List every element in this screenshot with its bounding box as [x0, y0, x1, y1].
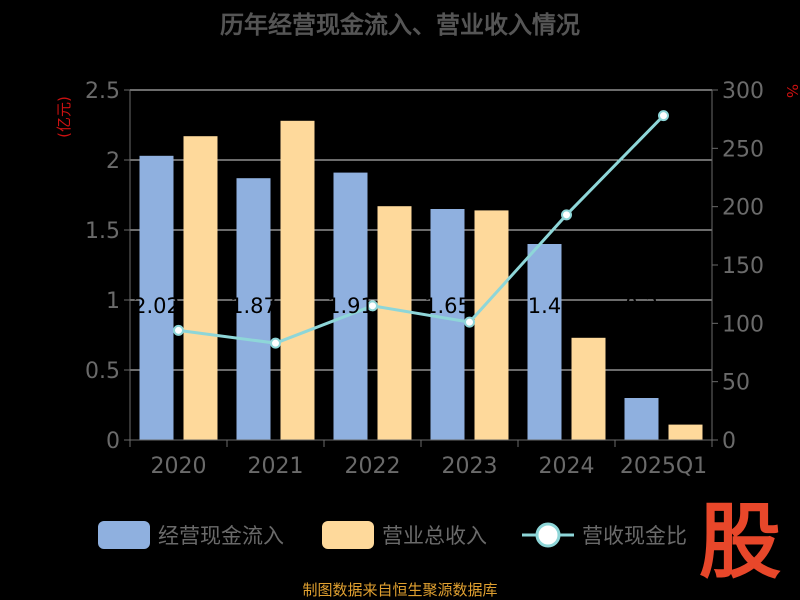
legend-label-cash-inflow: 经营现金流入 — [158, 524, 284, 548]
right-tick-label: 0 — [722, 429, 736, 454]
axes: 0 0.5 1 1.5 2 2.5 0 50 100 150 200 250 300 2020 2021 20… — [85, 79, 764, 479]
bar-data-label: 2.02 — [133, 294, 180, 318]
chart-title: 历年经营现金流入、营业收入情况 — [220, 11, 580, 39]
right-tick-label: 300 — [722, 79, 764, 104]
legend-label-ratio: 营收现金比 — [582, 524, 687, 548]
bar-data-label: 1.91 — [327, 294, 374, 318]
ratio-point — [367, 300, 378, 312]
bar-data-label: 1.65 — [424, 294, 471, 318]
bar-cash-inflow — [430, 209, 465, 440]
ratio-point — [270, 337, 281, 349]
bar-revenue — [474, 210, 509, 440]
left-tick-label: 0 — [106, 429, 120, 454]
bar-data-label: 1.4 — [528, 294, 561, 318]
x-tick-label: 2022 — [345, 454, 401, 479]
bar-data-label: 1.87 — [230, 294, 277, 318]
bar-cash-inflow — [527, 244, 562, 440]
bar-cash-inflow — [333, 172, 368, 440]
right-tick-label: 50 — [722, 371, 750, 396]
bar-revenue — [377, 206, 412, 440]
right-tick-label: 250 — [722, 137, 764, 162]
x-tick-label: 2025Q1 — [620, 454, 707, 479]
ratio-point — [658, 110, 669, 122]
grid — [130, 89, 712, 371]
bar-cash-inflow — [139, 155, 174, 441]
left-tick-label: 1.5 — [85, 219, 120, 244]
footer-source: 制图数据来自恒生聚源数据库 — [302, 581, 498, 599]
legend-label-revenue: 营业总收入 — [382, 524, 487, 548]
bar-data-label: 0.3 — [625, 294, 658, 318]
ratio-line — [173, 110, 669, 349]
right-tick-label: 150 — [722, 254, 764, 279]
ratio-point — [561, 209, 572, 221]
bar-revenue — [571, 337, 606, 440]
legend-swatch-cash-inflow — [98, 521, 150, 549]
ratio-point — [173, 324, 184, 336]
x-tick-label: 2021 — [248, 454, 304, 479]
right-tick-label: 200 — [722, 196, 764, 221]
x-tick-label: 2023 — [442, 454, 498, 479]
legend: 经营现金流入 营业总收入 营收现金比 — [98, 521, 687, 549]
left-tick-label: 2 — [106, 149, 120, 174]
bars — [139, 120, 703, 441]
bar-revenue — [280, 120, 315, 441]
right-tick-label: 100 — [722, 312, 764, 337]
data-labels: 2.02 1.87 1.91 1.65 1.4 0.3 — [133, 294, 658, 318]
ratio-line-path — [178, 114, 665, 345]
legend-marker-ratio — [535, 522, 561, 548]
legend-swatch-revenue — [322, 521, 374, 549]
bar-cash-inflow — [236, 178, 271, 440]
x-tick-label: 2020 — [151, 454, 207, 479]
left-tick-label: 0.5 — [85, 359, 120, 384]
bar-revenue — [183, 136, 218, 440]
x-tick-label: 2024 — [539, 454, 595, 479]
ratio-point — [464, 316, 475, 328]
logo: 股 — [698, 495, 781, 590]
bar-revenue — [668, 424, 703, 440]
left-axis-unit: (亿元) — [55, 96, 73, 138]
left-tick-label: 1 — [106, 289, 120, 314]
left-tick-label: 2.5 — [85, 79, 120, 104]
bar-cash-inflow — [624, 398, 659, 440]
right-axis-unit: % — [783, 84, 800, 98]
